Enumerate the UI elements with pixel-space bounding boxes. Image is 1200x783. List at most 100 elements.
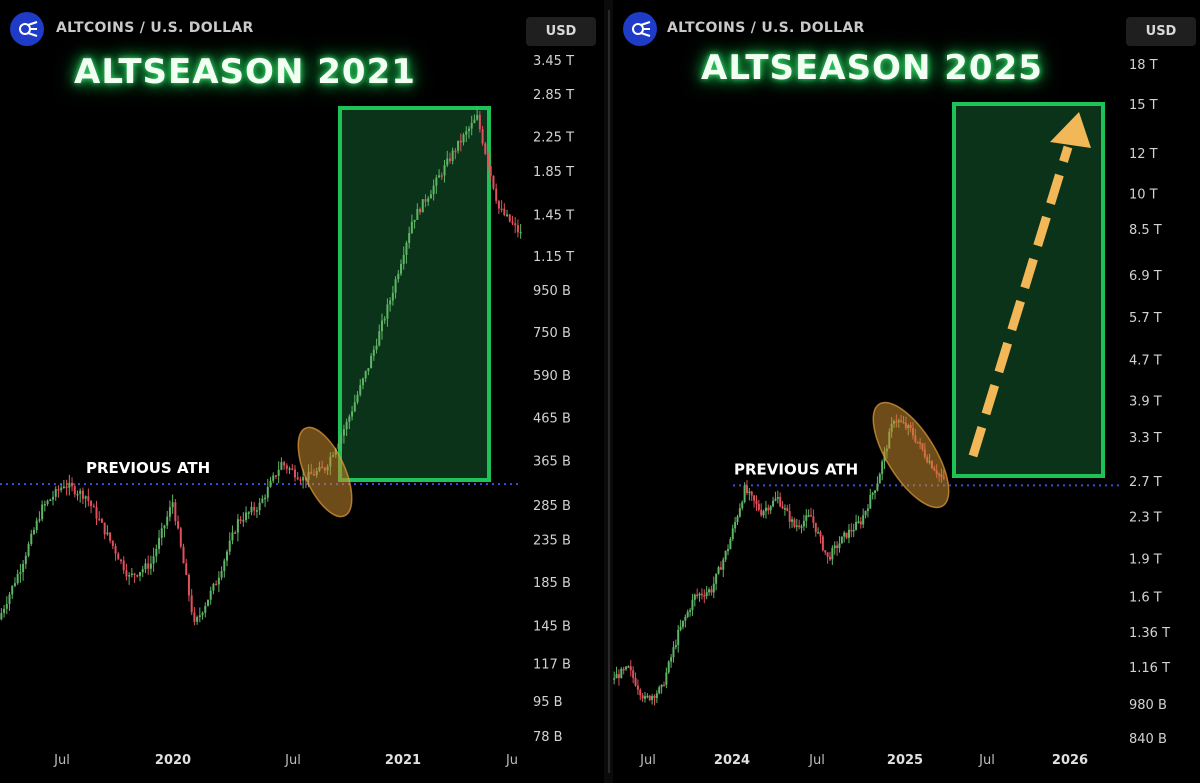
candle-body xyxy=(228,540,231,552)
symbol-label: ALTCOINS / U.S. DOLLAR xyxy=(56,20,254,36)
candle-body xyxy=(489,166,492,176)
candle-body xyxy=(698,593,701,596)
candle-body xyxy=(370,355,373,369)
candle-body xyxy=(353,402,356,412)
candle-body xyxy=(435,177,438,186)
candle-body xyxy=(878,473,881,484)
candle-body xyxy=(106,532,109,535)
candle-body xyxy=(147,563,150,569)
y-axis-tick-label: 235 B xyxy=(533,533,571,548)
candle-body xyxy=(84,496,87,499)
candle-body xyxy=(793,519,796,527)
candle-body xyxy=(337,443,340,449)
currency-button[interactable]: USD xyxy=(526,17,596,46)
candle-body xyxy=(397,273,400,280)
candle-body xyxy=(495,188,498,201)
y-axis-tick-label: 145 B xyxy=(533,619,571,634)
candle-body xyxy=(76,493,79,496)
candle-body xyxy=(662,684,665,687)
candle-body xyxy=(658,687,661,694)
candle-body xyxy=(689,610,692,612)
candle-body xyxy=(769,506,772,511)
x-axis-tick-label: 2026 xyxy=(1052,753,1088,768)
candle-body xyxy=(242,520,245,522)
candle-body xyxy=(819,532,822,537)
candle-body xyxy=(152,556,155,564)
candle-body xyxy=(519,231,522,234)
y-axis-tick-label: 18 T xyxy=(1129,58,1158,73)
candle-body xyxy=(209,590,212,600)
candle-body xyxy=(438,175,441,178)
y-axis-tick-label: 3.9 T xyxy=(1129,394,1162,409)
y-axis-tick-label: 8.5 T xyxy=(1129,223,1162,238)
candle-body xyxy=(177,521,180,529)
candle-body xyxy=(3,608,6,614)
candle-body xyxy=(514,223,517,226)
candle-body xyxy=(364,371,367,379)
candle-body xyxy=(361,378,364,386)
candle-body xyxy=(35,520,38,531)
candle-body xyxy=(824,550,827,553)
candle-body xyxy=(11,585,14,595)
candle-body xyxy=(462,134,465,143)
candle-body xyxy=(182,546,185,564)
candle-body xyxy=(103,522,106,535)
candle-body xyxy=(168,507,171,517)
candle-body xyxy=(144,563,147,570)
candle-body xyxy=(874,490,877,493)
candle-body xyxy=(109,532,112,541)
candle-body xyxy=(487,153,490,167)
candle-body xyxy=(864,511,867,516)
candle-body xyxy=(22,563,25,573)
candle-body xyxy=(833,545,836,549)
candle-body xyxy=(408,233,411,243)
candle-body xyxy=(380,320,383,332)
y-axis-tick-label: 2.3 T xyxy=(1129,510,1162,525)
x-axis-tick-label: Jul xyxy=(639,753,656,768)
candle-body xyxy=(285,465,288,469)
candle-body xyxy=(470,123,473,129)
candle-body xyxy=(269,480,272,487)
y-axis-tick-label: 750 B xyxy=(533,326,571,341)
y-axis-tick-label: 1.9 T xyxy=(1129,552,1162,567)
candle-body xyxy=(133,573,136,576)
currency-button[interactable]: USD xyxy=(1126,17,1196,46)
x-axis-tick-label: Jul xyxy=(53,753,70,768)
candle-body xyxy=(724,551,727,560)
candle-body xyxy=(881,461,884,474)
candle-body xyxy=(258,502,261,511)
candle-body xyxy=(802,520,805,527)
candle-body xyxy=(508,214,511,222)
candle-body xyxy=(293,469,296,478)
candle-body xyxy=(372,349,375,356)
candle-body xyxy=(710,589,713,593)
candle-body xyxy=(712,583,715,593)
candle-body xyxy=(427,198,430,202)
candle-body xyxy=(779,497,782,507)
candlestick-chart-2025: PREVIOUS ATH 18 T 15 T 12 T 10 T 8.5 T 6.9 T 5.… xyxy=(613,58,1170,768)
candle-body xyxy=(869,494,872,509)
candle-body xyxy=(750,491,753,496)
candle-body xyxy=(149,563,152,569)
candle-body xyxy=(627,666,630,668)
y-axis-tick-label: 12 T xyxy=(1129,147,1158,162)
candle-body xyxy=(122,560,125,571)
candle-body xyxy=(226,551,229,561)
candle-body xyxy=(43,504,46,506)
candle-body xyxy=(814,522,817,533)
candle-body xyxy=(166,516,169,526)
candle-body xyxy=(454,150,457,153)
candle-body xyxy=(187,574,190,596)
candle-body xyxy=(416,208,419,220)
candle-body xyxy=(615,674,618,679)
candle-body xyxy=(100,519,103,523)
candle-body xyxy=(443,165,446,176)
candle-body xyxy=(266,486,269,498)
y-axis-tick-label: 1.16 T xyxy=(1129,661,1170,676)
candle-body xyxy=(634,677,637,686)
candle-body xyxy=(0,613,3,620)
candle-body xyxy=(632,670,635,678)
candle-body xyxy=(826,552,829,557)
y-axis-tick-label: 2.7 T xyxy=(1129,475,1162,490)
candle-body xyxy=(158,537,161,549)
